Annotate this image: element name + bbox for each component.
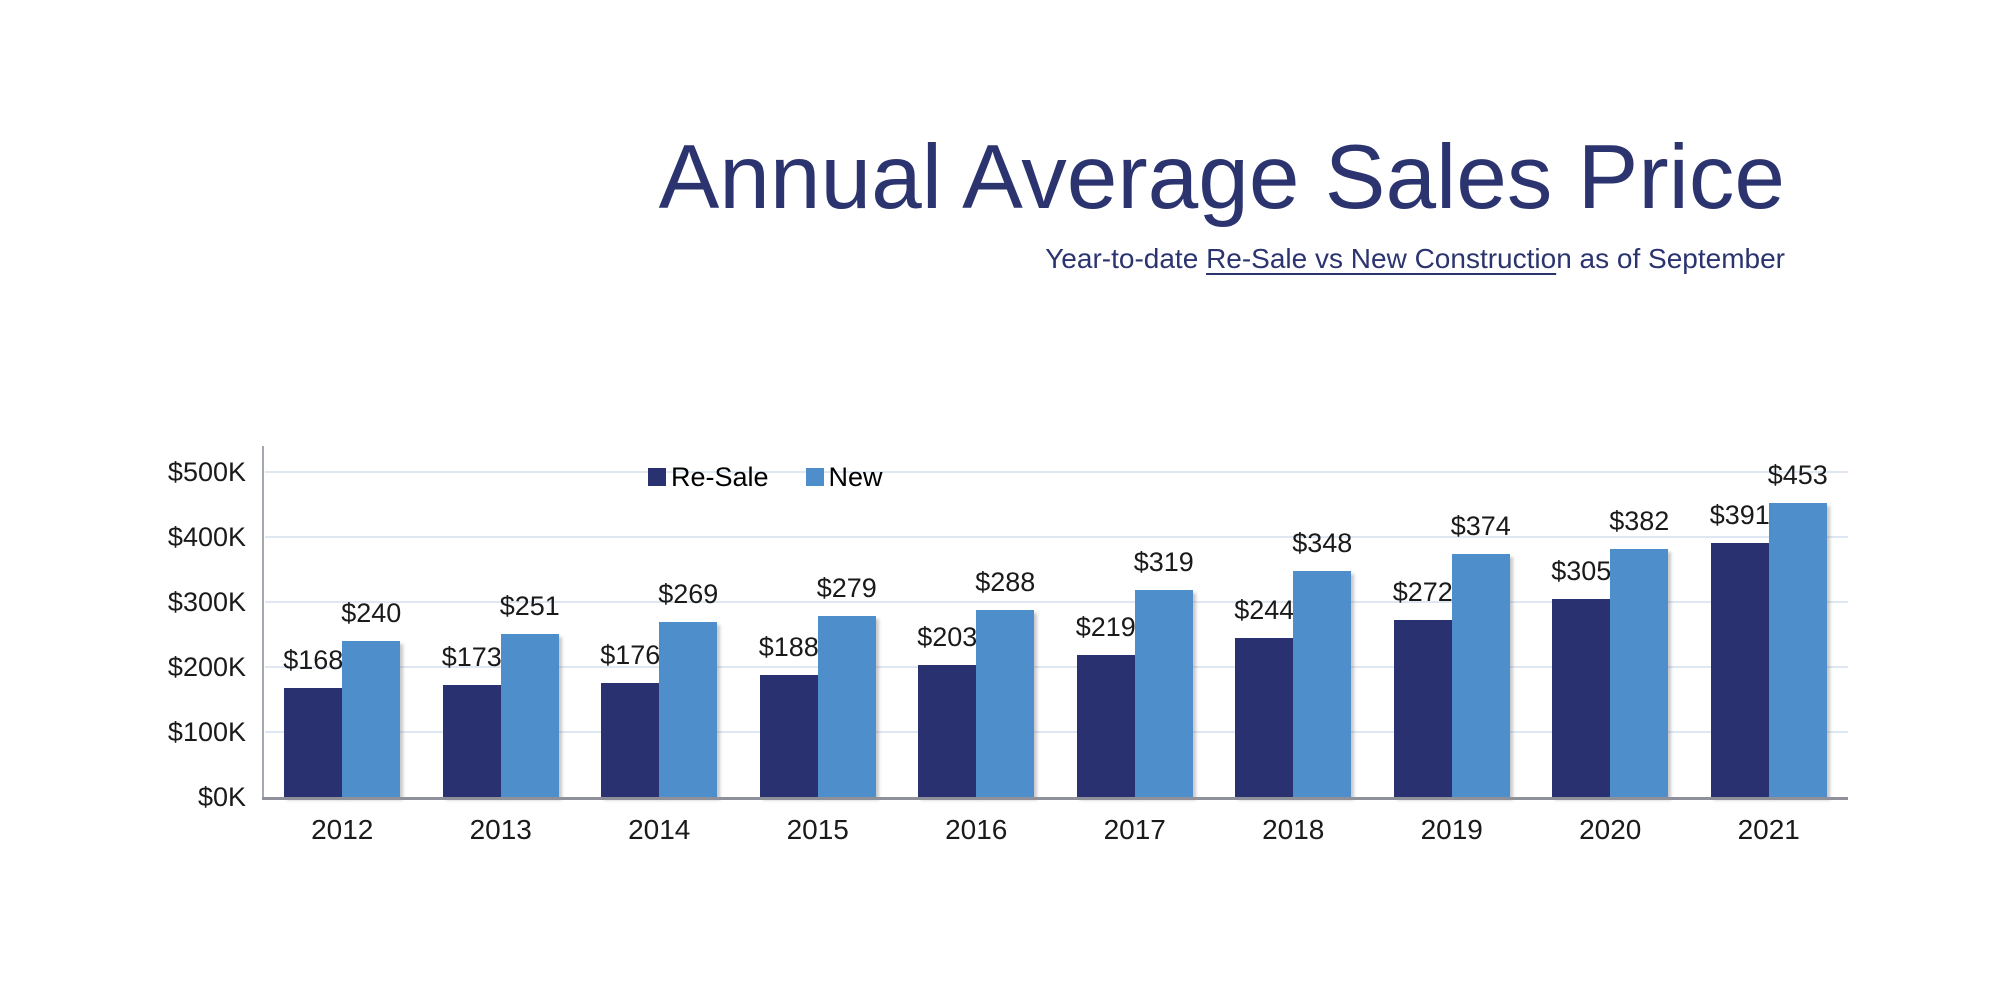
bar-value-label: $272 [1392,577,1453,607]
bar-resale [759,675,818,797]
x-axis-tick-label: 2014 [628,814,691,845]
bar-value-label: $348 [1292,528,1353,558]
bar-value-label: $188 [758,632,819,662]
new-swatch-icon [805,468,824,486]
y-axis-tick-label: $400K [167,522,246,552]
x-axis-tick-label: 2021 [1737,814,1800,845]
chart-subtitle: Year-to-date Re-Sale vs New Construction… [659,242,1785,276]
bar-value-label: $374 [1450,511,1511,541]
y-axis-tick-label: $200K [167,652,246,682]
bar-resale [1710,543,1769,797]
page-title: Annual Average Sales Price [658,127,1785,228]
bar-new [817,616,876,797]
legend-label-new: New [828,462,883,492]
bar-resale [1235,638,1294,797]
bar-value-label: $269 [658,579,719,609]
legend-item-resale: Re-Sale [648,460,769,494]
x-axis-tick-label: 2016 [945,814,1008,845]
bar-value-label: $173 [441,642,502,672]
bar-value-label: $319 [1133,547,1194,577]
y-axis-tick-label: $300K [167,587,246,617]
x-axis-tick-label: 2019 [1420,814,1483,845]
bar-resale [1076,655,1135,797]
bar-resale [1393,620,1452,797]
bar-value-label: $244 [1234,595,1295,625]
x-axis-tick-label: 2015 [786,814,849,845]
bar-value-label: $382 [1609,506,1670,536]
subtitle-suffix: n as of September [1556,243,1785,274]
subtitle-underlined-text: Re-Sale vs New Constructio [1206,243,1557,274]
bar-value-label: $305 [1551,556,1612,586]
bar-new [500,634,559,797]
bar-new [342,641,401,797]
gridline [265,731,1848,733]
bar-new [1451,554,1510,797]
bar-value-label: $391 [1709,500,1770,530]
bar-value-label: $219 [1075,612,1136,642]
y-axis-line [262,446,264,797]
x-axis-line [262,797,1848,800]
bar-value-label: $168 [283,645,344,675]
bar-new [1610,549,1669,797]
bar-new [659,622,718,797]
bar-chart: $0K $100K $200K $300K $400K $500K $168 $240 2012… [0,330,2000,890]
chart-header: Annual Average Sales Price Year-to-date … [659,126,1785,276]
gridline [265,471,1848,473]
chart-legend: Re-Sale New [648,460,883,494]
gridline [265,666,1848,668]
bar-resale [442,685,501,797]
resale-swatch-icon [648,468,666,486]
bar-new [1768,503,1827,797]
x-axis-tick-label: 2020 [1579,814,1642,845]
bar-value-label: $176 [600,640,661,670]
bar-value-label: $203 [917,622,978,652]
bar-value-label: $240 [341,598,402,628]
bar-value-label: $279 [816,573,877,603]
x-axis-tick-label: 2013 [469,814,532,845]
subtitle-prefix: Year-to-date [1045,243,1207,274]
y-axis-tick-label: $500K [167,457,246,487]
bar-value-label: $288 [975,567,1036,597]
x-axis-tick-label: 2017 [1103,814,1166,845]
gridline [265,536,1848,538]
x-axis-tick-label: 2018 [1262,814,1325,845]
bar-new [976,610,1035,797]
bar-value-label: $453 [1767,460,1828,490]
legend-label-resale: Re-Sale [671,462,769,492]
gridline [265,601,1848,603]
bar-resale [601,683,660,797]
y-axis-tick-label: $0K [197,782,246,812]
y-axis-tick-label: $100K [167,717,246,747]
bar-resale [284,688,343,797]
bar-new [1293,571,1352,797]
bar-new [1134,590,1193,797]
legend-item-new: New [805,460,883,494]
bar-resale [918,665,977,797]
x-axis-tick-label: 2012 [311,814,374,845]
bar-value-label: $251 [499,591,560,621]
bar-resale [1552,599,1611,797]
